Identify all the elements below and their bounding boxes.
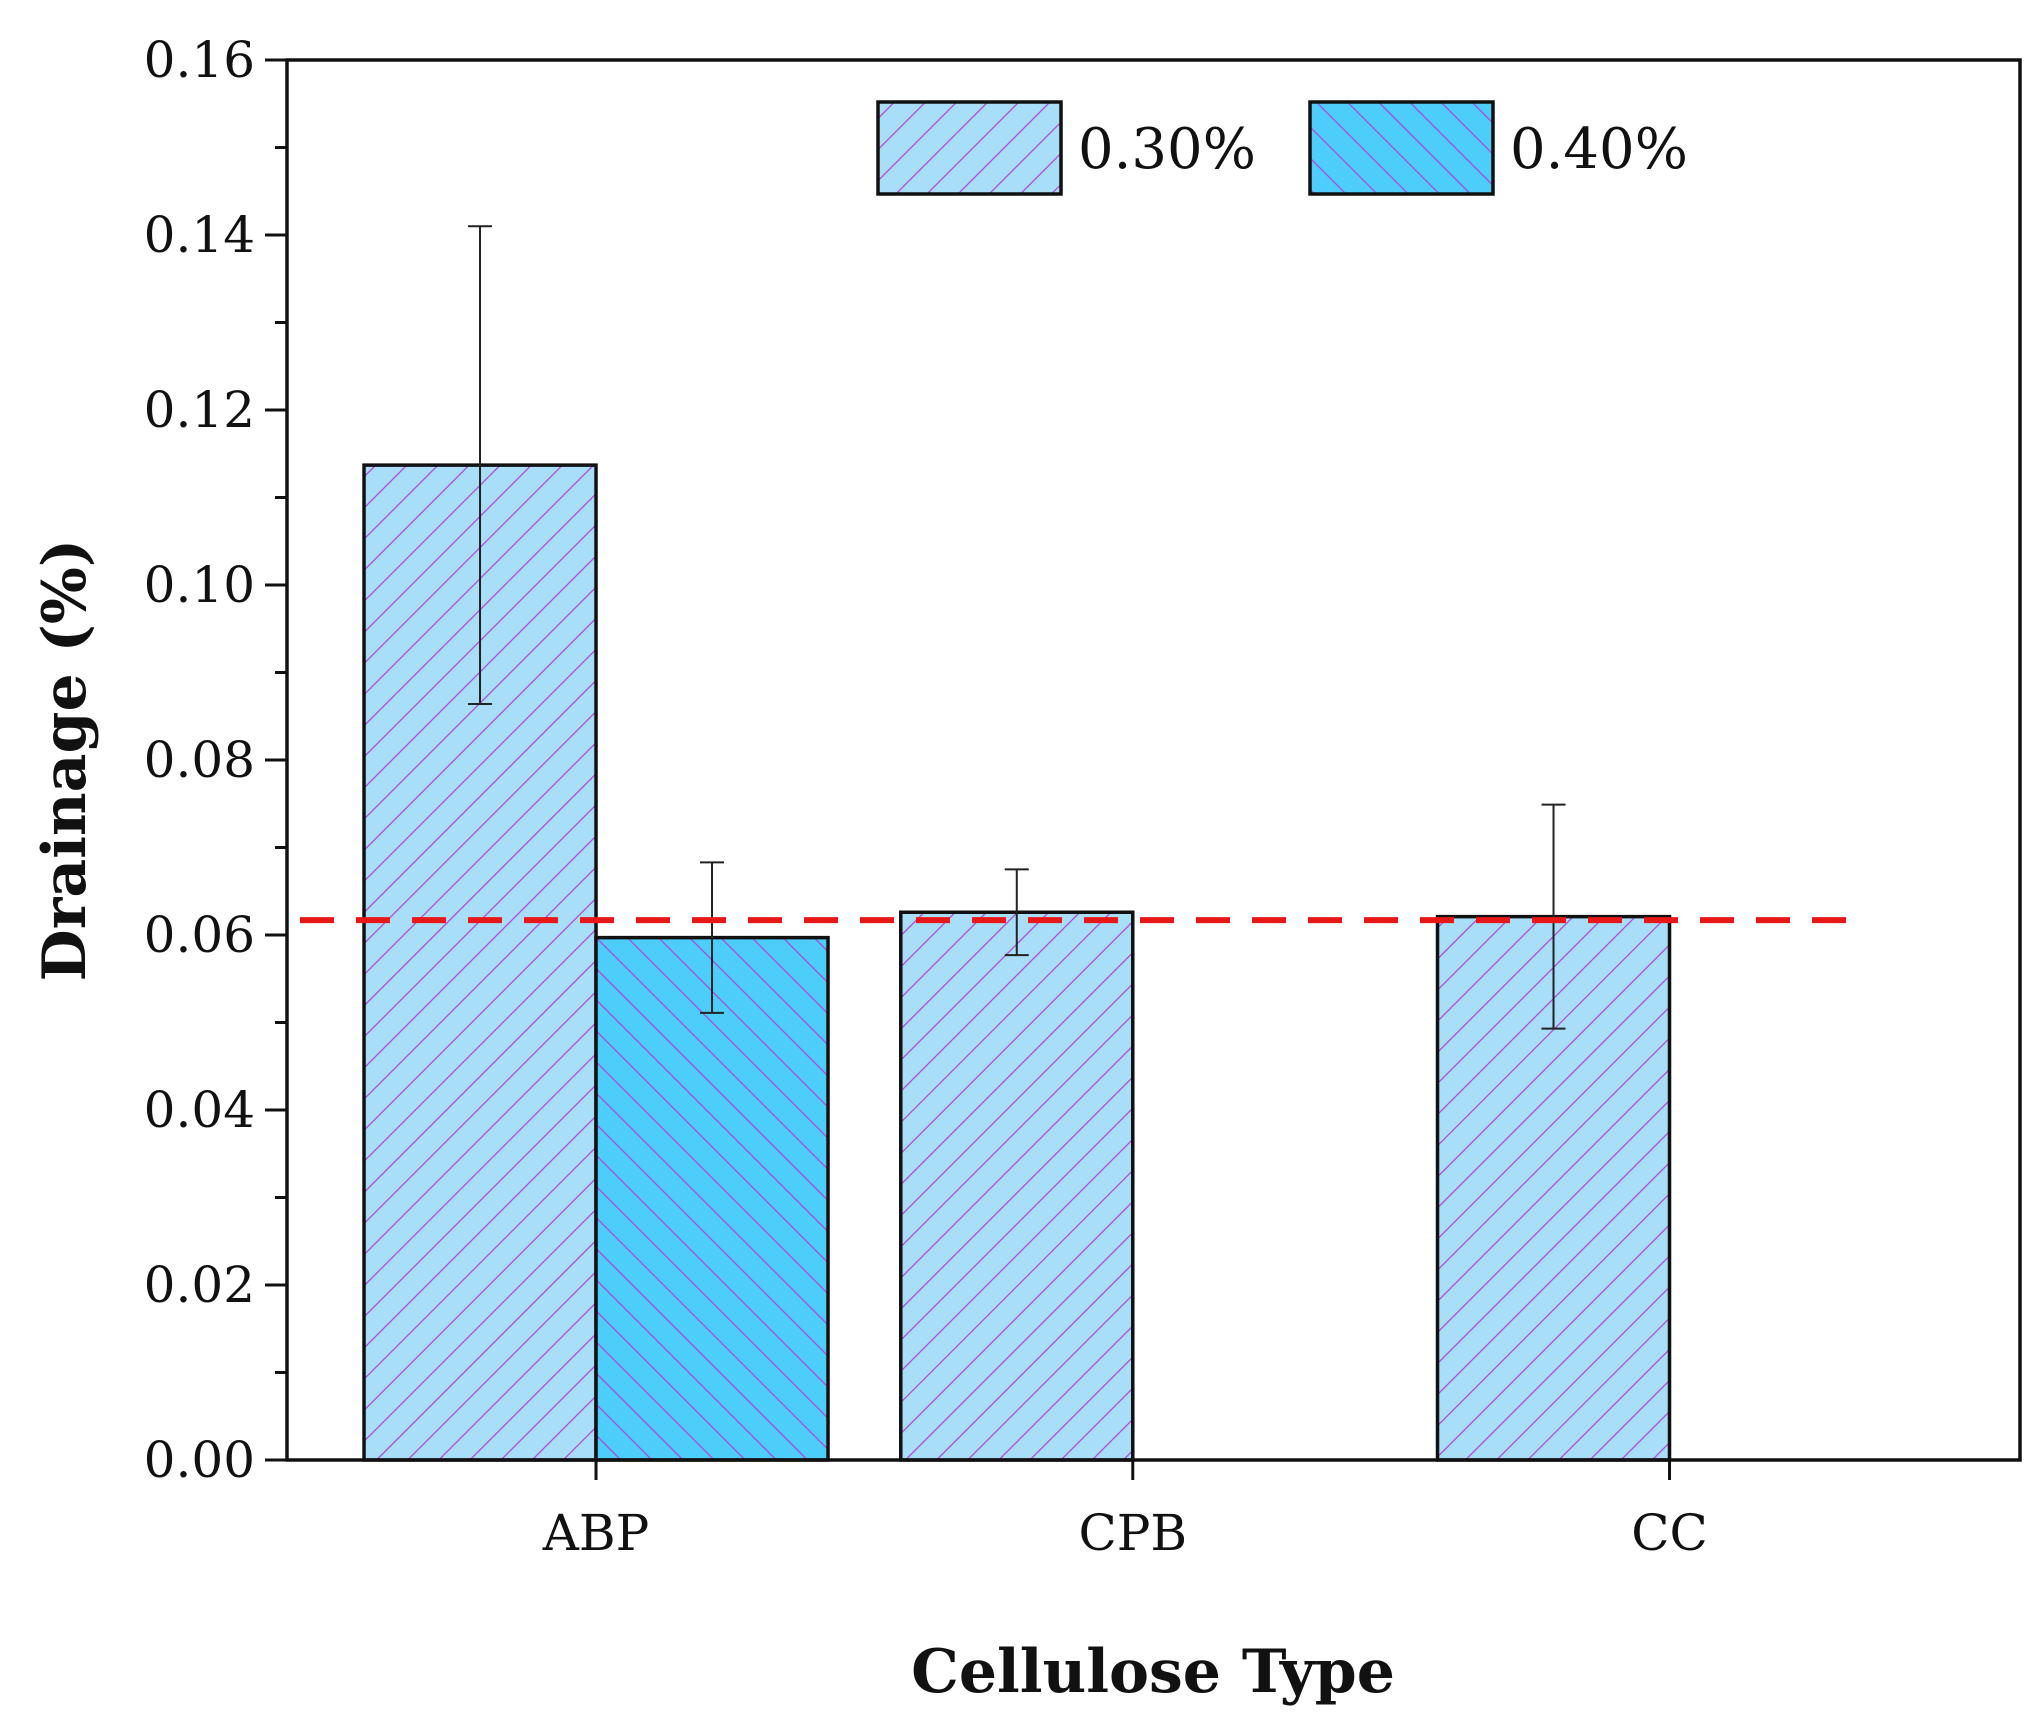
x-axis-title: Cellulose Type: [911, 1637, 1395, 1707]
legend-label-series-2: 0.40%: [1510, 117, 1688, 182]
legend-swatch-series-2: [1308, 100, 1495, 196]
y-axis-title: Drainage (%): [30, 539, 100, 982]
y-tick-label: 0.06: [144, 906, 255, 964]
y-tick-label: 0.08: [144, 731, 255, 789]
y-tick-label: 0.14: [144, 206, 255, 264]
y-tick-label: 0.00: [144, 1431, 255, 1489]
error-bars-layer: [468, 225, 1566, 1030]
bar-cpb-series-1: [899, 910, 1135, 1462]
y-tick-label: 0.04: [144, 1081, 255, 1139]
y-axis: 0.00 0.02 0.04 0.06 0.08 0.10 0.12 0.14 0.16: [144, 31, 287, 1489]
y-tick-label: 0.02: [144, 1256, 255, 1314]
error-bar-cpb-series-1: [1004, 868, 1029, 957]
legend: 0.30% 0.40%: [876, 100, 1688, 196]
x-tick-label: CPB: [1078, 1504, 1187, 1562]
error-bar-cc-series-1: [1541, 803, 1566, 1030]
y-tick-label: 0.10: [144, 556, 255, 614]
bars-layer: [362, 463, 1672, 1462]
y-tick-label: 0.12: [144, 381, 255, 439]
x-tick-label: CC: [1631, 1504, 1708, 1562]
error-bar-abp-series-2: [700, 861, 725, 1014]
x-axis: ABP CPB CC: [542, 1460, 1708, 1562]
x-tick-label: ABP: [542, 1504, 650, 1562]
error-bar-abp-series-1: [468, 225, 493, 705]
bar-abp-series-2: [594, 935, 830, 1462]
legend-swatch-series-1: [876, 100, 1063, 196]
y-tick-label: 0.16: [144, 31, 255, 89]
legend-label-series-1: 0.30%: [1078, 117, 1256, 182]
